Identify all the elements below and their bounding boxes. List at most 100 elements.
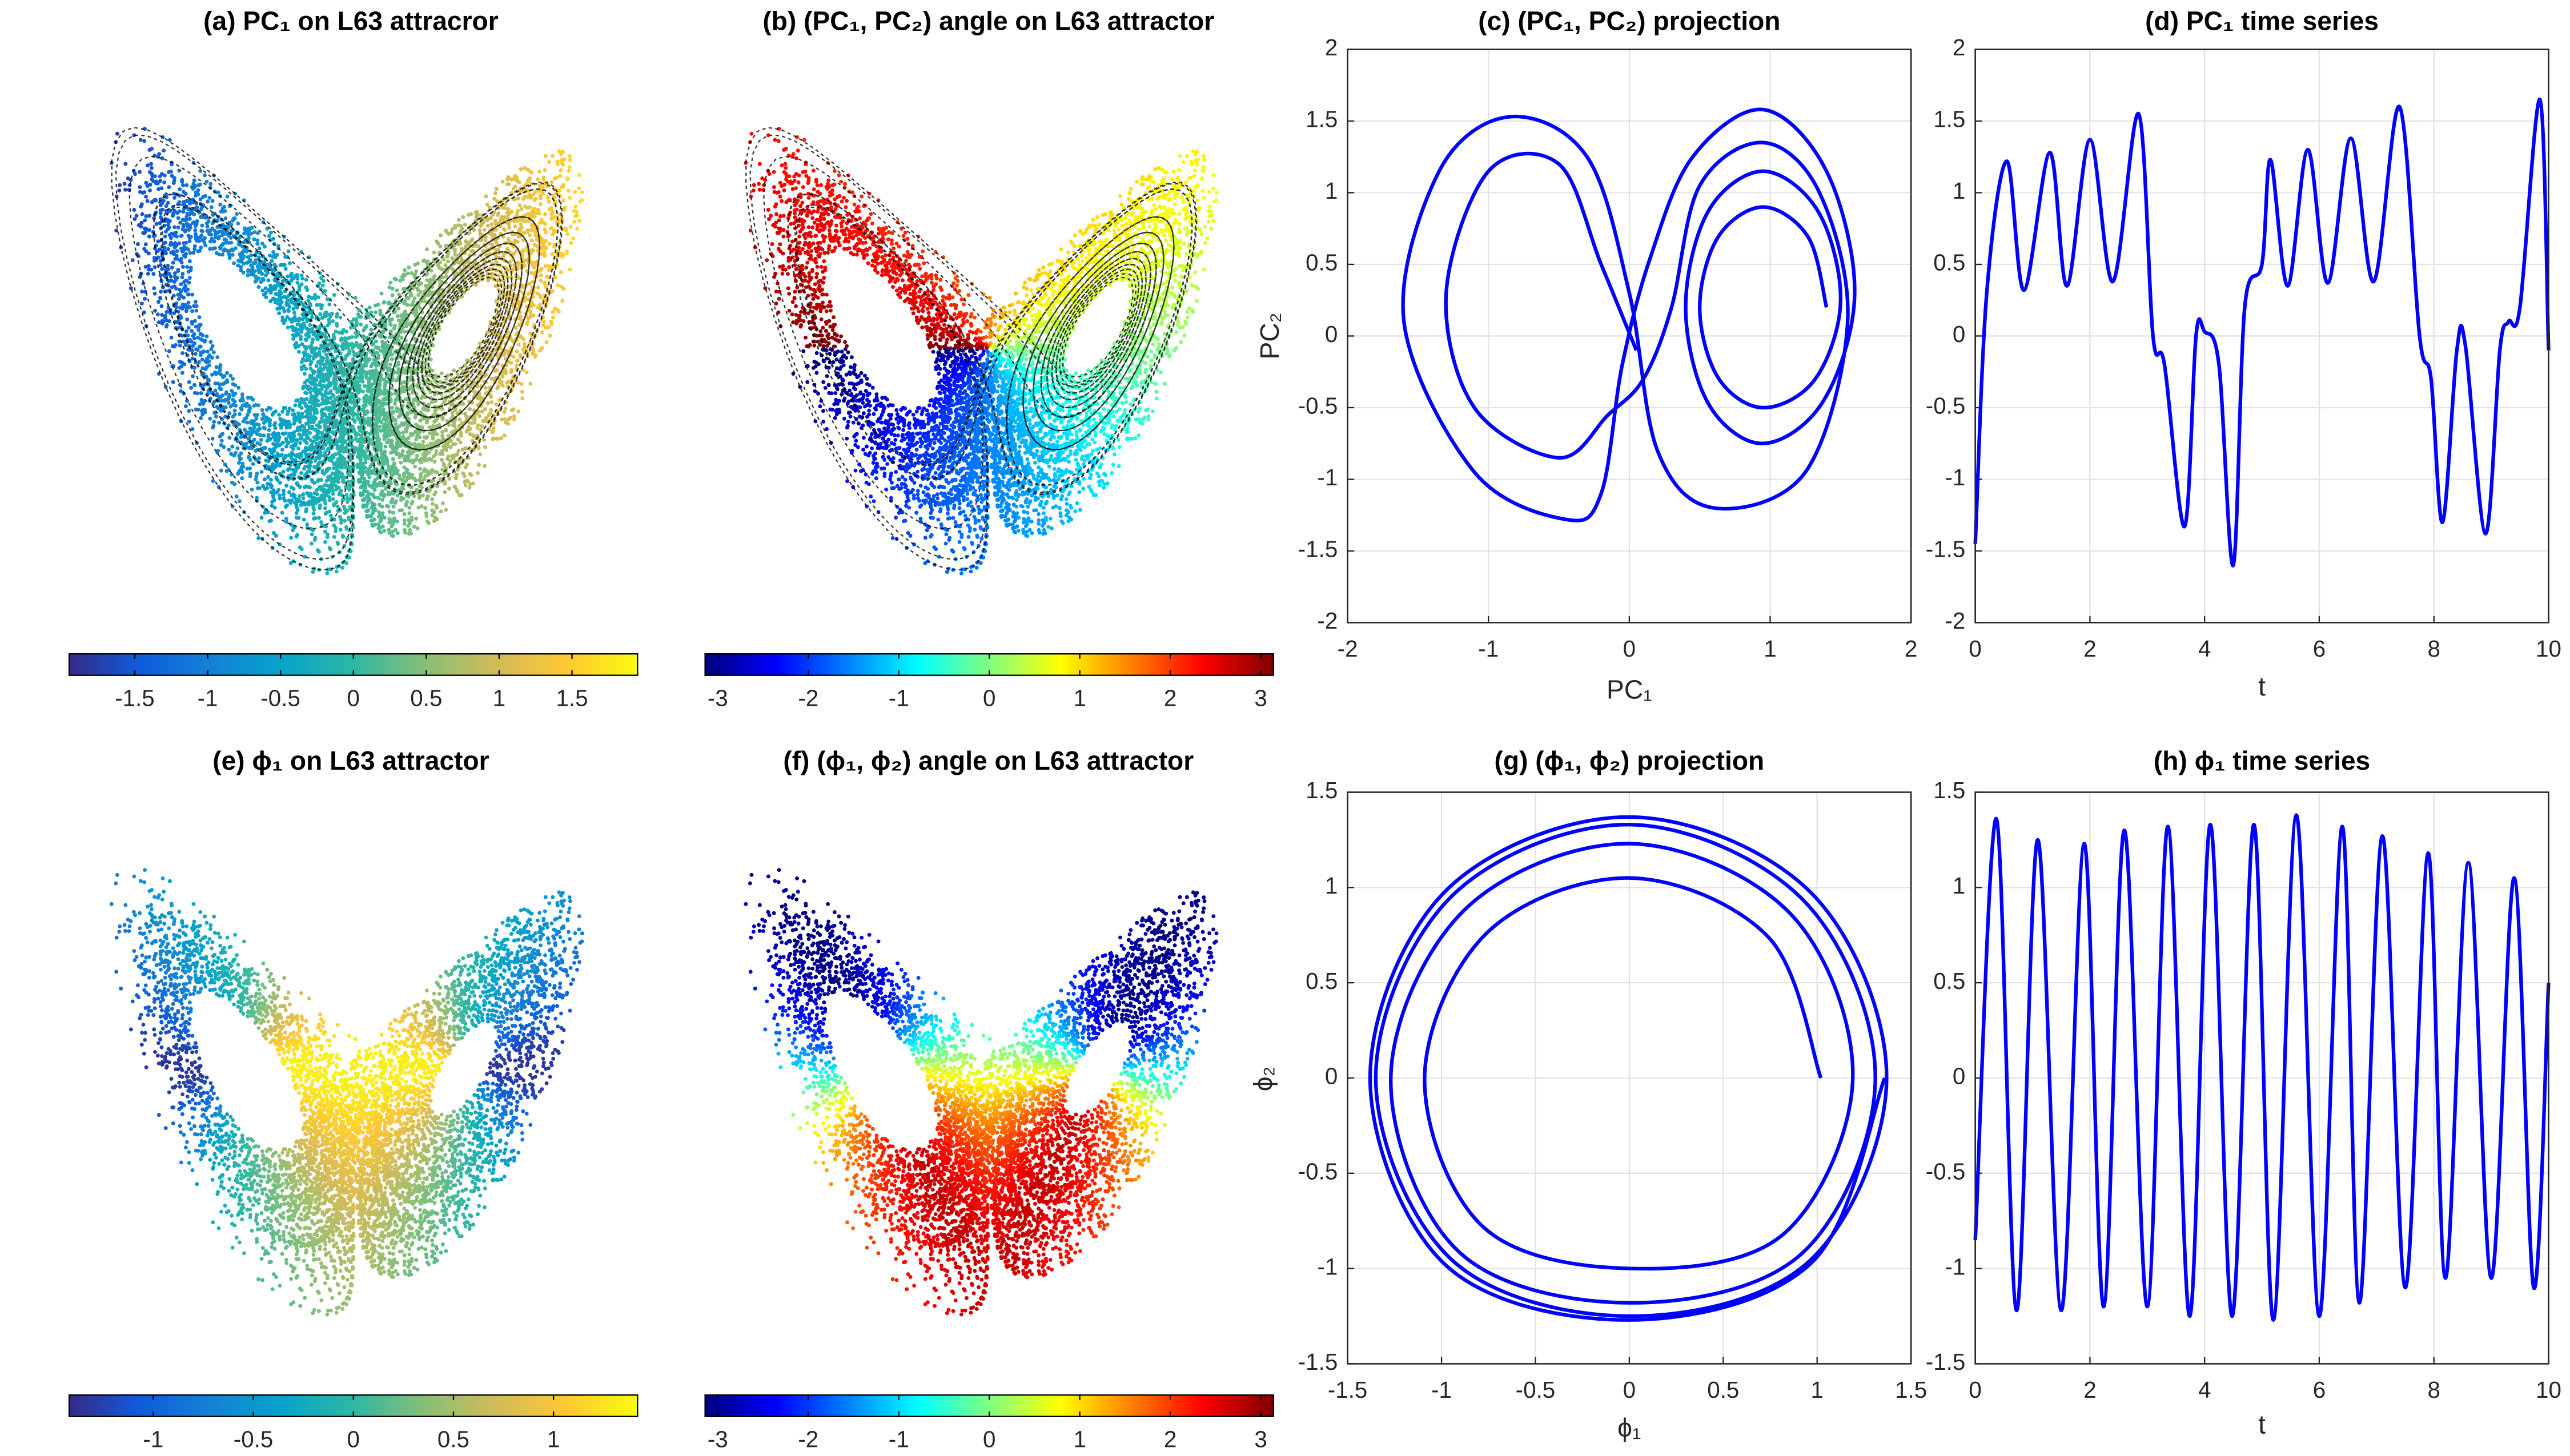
attractor-points: [885, 1107, 1095, 1306]
x-tick-label: 2: [1905, 636, 1917, 662]
attractor-points: [270, 988, 456, 1295]
attractor-points: [251, 220, 267, 541]
y-tick-label: -1.5: [1298, 536, 1338, 562]
y-tick-label: 1: [1325, 178, 1338, 204]
y-tick-label: 1.5: [1933, 777, 1965, 803]
attractor-points: [160, 876, 534, 1186]
attractor-points: [986, 296, 996, 339]
attractor-points: [229, 191, 244, 509]
x-axis-label: t: [2258, 671, 2266, 701]
attractor-points: [132, 874, 567, 1165]
y-tick-label: 1: [1325, 872, 1338, 899]
x-tick-label: -1: [1431, 1377, 1452, 1403]
attractor-points: [264, 991, 452, 1215]
x-tick-label: 0: [1969, 636, 1981, 662]
colorbar-tick-label: 0: [983, 1426, 995, 1453]
attractor: [109, 127, 584, 576]
attractor-points: [174, 168, 188, 424]
axes-box: [1347, 791, 1912, 1365]
attractor-points: [748, 959, 1210, 1044]
x-tick-label: 6: [2313, 1377, 2326, 1403]
attractor-points: [254, 971, 458, 1316]
attractor-points: [845, 356, 978, 455]
attractor-points: [285, 249, 300, 565]
attractor-points: [139, 127, 155, 328]
x-tick-label: 10: [2536, 636, 2561, 662]
attractor-points: [268, 1012, 451, 1173]
attractor-points: [748, 881, 1216, 1029]
data-line: [1401, 107, 1857, 522]
chart-title: (f) (ϕ₁, ϕ₂) angle on L63 attractor: [783, 746, 1194, 775]
attractor-points: [542, 154, 557, 344]
chart-title: (d) PC₁ time series: [2145, 6, 2379, 36]
attractor-points: [151, 135, 166, 376]
trajectory: [745, 127, 1198, 570]
attractor-points: [774, 991, 1199, 1061]
axes-box: [1974, 49, 2549, 624]
attractor-points: [564, 154, 580, 272]
attractor-points: [216, 935, 488, 1230]
y-tick-label: -1: [1945, 1253, 1965, 1280]
attractor-points: [277, 1030, 444, 1117]
attractor-points: [162, 138, 178, 389]
attractor-points: [191, 902, 517, 1182]
colorbar-tick-label: 1.5: [556, 685, 588, 711]
attractor-points: [778, 1016, 1188, 1071]
attractor: [109, 868, 584, 1317]
y-tick-label: 1: [1953, 872, 1965, 899]
attractor-points: [114, 881, 581, 1150]
y-tick-label: -1: [1317, 1253, 1338, 1280]
x-tick-label: 1.5: [1895, 1377, 1927, 1403]
attractor-points: [811, 1023, 1183, 1085]
x-tick-label: 4: [2198, 636, 2211, 662]
attractor-points: [577, 173, 584, 223]
attractor-points: [280, 1047, 441, 1093]
colorbar-tick-label: -3: [708, 1426, 728, 1453]
attractor-points: [128, 1023, 566, 1100]
chart-title: (a) PC₁ on L63 attracror: [203, 6, 499, 36]
colorbar-tick-label: -1: [889, 1426, 909, 1453]
chart-title: (c) (PC₁, PC₂) projection: [1478, 6, 1780, 36]
x-axis-label: t: [2258, 1409, 2266, 1439]
attractor-points: [989, 291, 1018, 345]
attractor-points: [825, 349, 986, 445]
attractor-points: [296, 250, 312, 567]
colorbar-tick-label: -3: [708, 685, 728, 711]
attractor-points: [118, 162, 132, 250]
attractor-points: [142, 1047, 561, 1085]
attractor-points: [138, 1012, 560, 1100]
attractor-points: [864, 357, 982, 509]
data-line: [1973, 813, 2551, 1322]
attractor-points: [196, 168, 211, 420]
attractor-points: [808, 1012, 1179, 1076]
y-tick-label: 1.5: [1933, 106, 1965, 132]
x-tick-label: 1: [1764, 636, 1776, 662]
x-tick-label: 8: [2427, 1377, 2440, 1403]
y-tick-label: 0.5: [1306, 250, 1338, 276]
attractor-points: [824, 1068, 1167, 1127]
attractor-points: [363, 303, 379, 528]
attractor-points: [184, 160, 200, 445]
attractor-points: [139, 1037, 565, 1095]
x-tick-label: -1.5: [1328, 1377, 1368, 1403]
y-tick-label: 1: [1953, 178, 1965, 204]
colorbar-tick-label: -1: [889, 685, 909, 711]
attractor-points: [744, 902, 1219, 1029]
x-tick-label: 0: [1623, 636, 1636, 662]
x-tick-label: -1: [1478, 636, 1499, 662]
colorbar-tick-label: -2: [798, 1426, 818, 1453]
x-tick-label: -0.5: [1516, 1377, 1556, 1403]
colorbar-tick-label: 2: [1164, 1426, 1176, 1453]
attractor-points: [818, 1020, 1187, 1079]
x-tick-label: 0: [1623, 1377, 1636, 1403]
y-tick-label: -2: [1317, 608, 1338, 634]
y-tick-label: -0.5: [1298, 393, 1338, 419]
attractor-points: [250, 961, 461, 1306]
attractor-points: [795, 135, 989, 348]
attractor-points: [143, 967, 579, 1128]
colorbar-tick-label: 2: [1164, 685, 1176, 711]
attractor-points: [128, 133, 144, 291]
colorbar-tick-label: 0.5: [410, 685, 442, 711]
x-tick-label: -2: [1338, 636, 1358, 662]
